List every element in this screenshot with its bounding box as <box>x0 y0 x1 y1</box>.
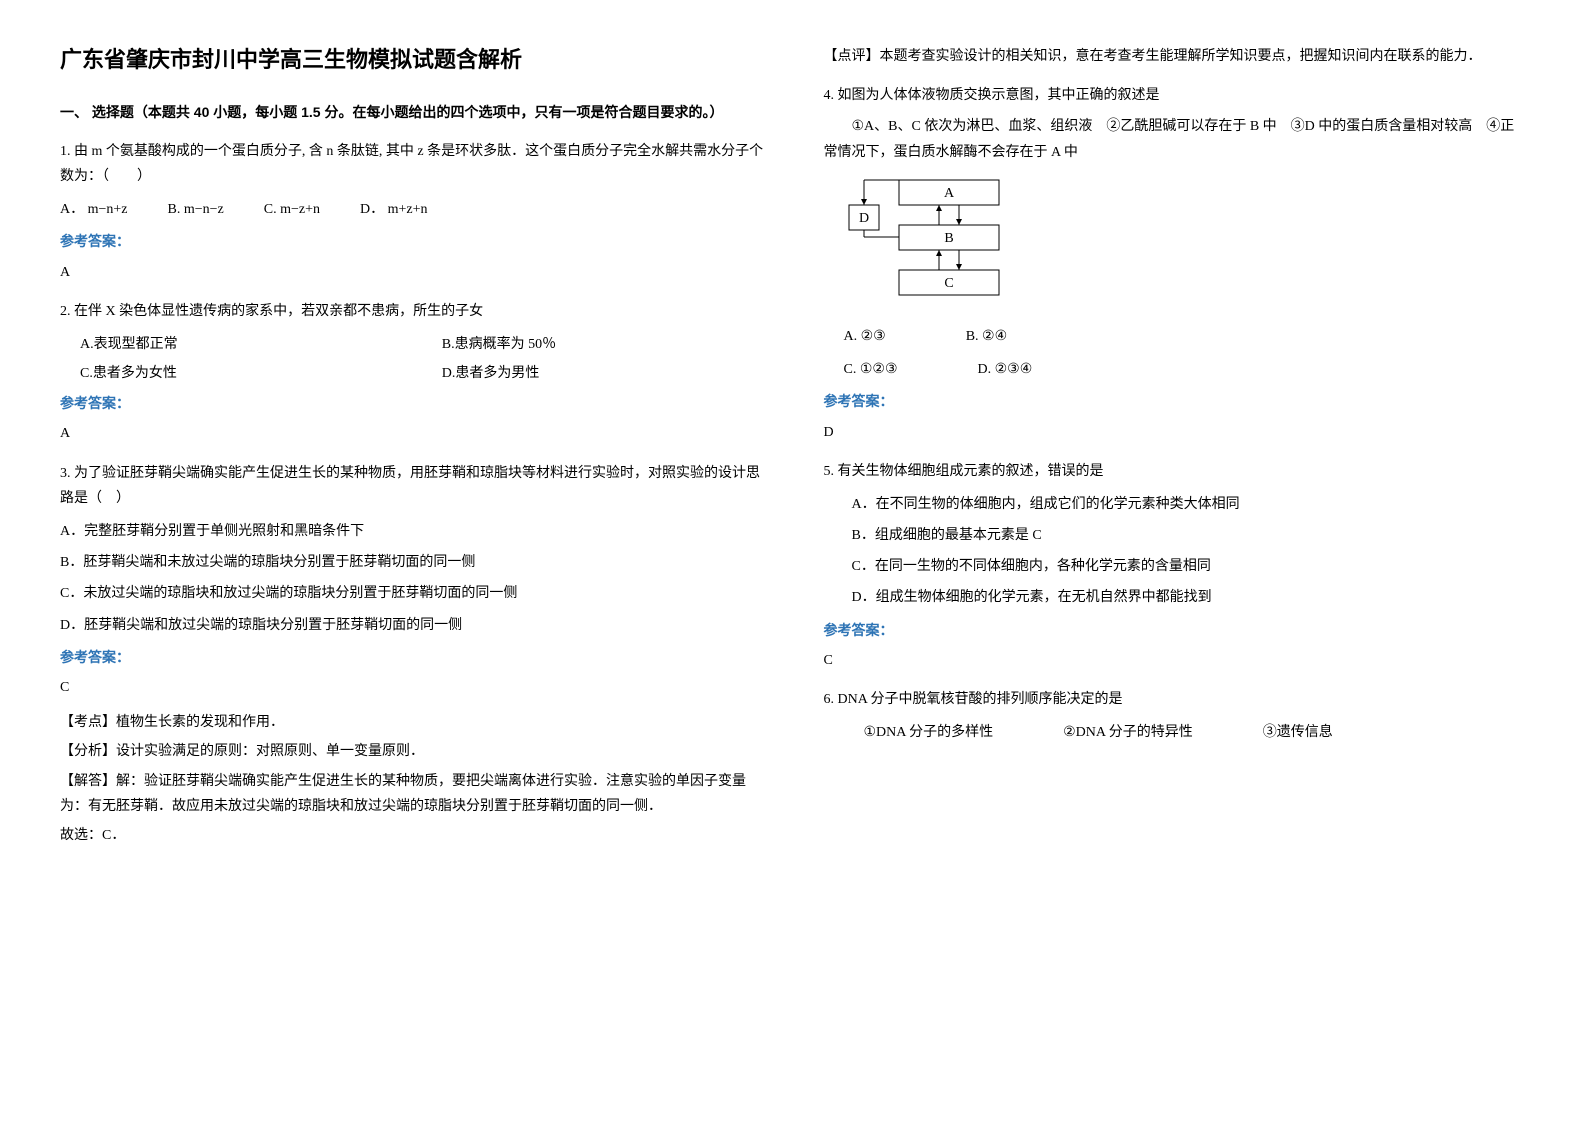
q2-answer-label: 参考答案： <box>60 392 764 417</box>
q5-options: A．在不同生物的体细胞内，组成它们的化学元素种类大体相同 B．组成细胞的最基本元… <box>852 492 1528 611</box>
right-column: 【点评】本题考查实验设计的相关知识，意在考查考生能理解所学知识要点，把握知识间内… <box>824 40 1528 862</box>
q3-answer: C <box>60 675 764 700</box>
diagram-label-c: C <box>944 276 953 291</box>
q4-diagram: A B C D <box>844 175 1528 314</box>
question-1: 1. 由 m 个氨基酸构成的一个蛋白质分子, 含 n 条肽链, 其中 z 条是环… <box>60 139 764 285</box>
q3-text: 3. 为了验证胚芽鞘尖端确实能产生促进生长的某种物质，用胚芽鞘和琼脂块等材料进行… <box>60 461 764 511</box>
q4-text: 4. 如图为人体体液物质交换示意图，其中正确的叙述是 <box>824 83 1528 108</box>
left-column: 广东省肇庆市封川中学高三生物模拟试题含解析 一、 选择题（本题共 40 小题，每… <box>60 40 764 862</box>
q5-text: 5. 有关生物体细胞组成元素的叙述，错误的是 <box>824 459 1528 484</box>
q2-answer: A <box>60 421 764 446</box>
doc-title: 广东省肇庆市封川中学高三生物模拟试题含解析 <box>60 40 764 80</box>
q2-opt-a: A.表现型都正常 <box>80 332 402 357</box>
question-5: 5. 有关生物体细胞组成元素的叙述，错误的是 A．在不同生物的体细胞内，组成它们… <box>824 459 1528 673</box>
q3-opt-c: C．未放过尖端的琼脂块和放过尖端的琼脂块分别置于胚芽鞘切面的同一侧 <box>60 581 764 606</box>
diagram-label-b: B <box>944 231 953 246</box>
q2-text: 2. 在伴 X 染色体显性遗传病的家系中，若双亲都不患病，所生的子女 <box>60 299 764 324</box>
q6-options: ①DNA 分子的多样性 ②DNA 分子的特异性 ③遗传信息 <box>864 720 1528 745</box>
question-6: 6. DNA 分子中脱氧核苷酸的排列顺序能决定的是 ①DNA 分子的多样性 ②D… <box>824 687 1528 745</box>
q2-options: A.表现型都正常 B.患病概率为 50％ C.患者多为女性 D.患者多为男性 <box>80 332 764 386</box>
q4-opt-b: B. ②④ <box>966 324 1007 349</box>
question-3: 3. 为了验证胚芽鞘尖端确实能产生促进生长的某种物质，用胚芽鞘和琼脂块等材料进行… <box>60 461 764 848</box>
fluid-exchange-diagram: A B C D <box>844 175 1014 305</box>
question-2: 2. 在伴 X 染色体显性遗传病的家系中，若双亲都不患病，所生的子女 A.表现型… <box>60 299 764 447</box>
q1-opt-c: C. m−z+n <box>264 197 320 222</box>
diagram-label-d: D <box>858 211 868 226</box>
q3-exp-4: 故选：C． <box>60 823 764 848</box>
q6-opt-3: ③遗传信息 <box>1263 720 1333 745</box>
diagram-label-a: A <box>943 186 954 201</box>
q2-opt-d: D.患者多为男性 <box>442 361 764 386</box>
q4-opt-c: C. ①②③ <box>844 357 898 382</box>
q2-opt-b: B.患病概率为 50％ <box>442 332 764 357</box>
q6-opt-1: ①DNA 分子的多样性 <box>864 720 994 745</box>
q3-exp-1: 【考点】植物生长素的发现和作用． <box>60 710 764 735</box>
q4-opt-d: D. ②③④ <box>978 357 1033 382</box>
q4-options-row1: A. ②③ B. ②④ <box>844 324 1528 349</box>
q1-text: 1. 由 m 个氨基酸构成的一个蛋白质分子, 含 n 条肽链, 其中 z 条是环… <box>60 139 764 189</box>
q4-opt-a: A. ②③ <box>844 324 886 349</box>
q3-opt-d: D．胚芽鞘尖端和放过尖端的琼脂块分别置于胚芽鞘切面的同一侧 <box>60 613 764 638</box>
q5-opt-a: A．在不同生物的体细胞内，组成它们的化学元素种类大体相同 <box>852 492 1528 517</box>
q3-exp-5: 【点评】本题考查实验设计的相关知识，意在考查考生能理解所学知识要点，把握知识间内… <box>824 44 1528 69</box>
q3-exp-2: 【分析】设计实验满足的原则：对照原则、单一变量原则． <box>60 739 764 764</box>
q2-opt-c: C.患者多为女性 <box>80 361 402 386</box>
q3-opt-b: B．胚芽鞘尖端和未放过尖端的琼脂块分别置于胚芽鞘切面的同一侧 <box>60 550 764 575</box>
q1-answer-label: 参考答案： <box>60 230 764 255</box>
q4-answer: D <box>824 420 1528 445</box>
q4-answer-label: 参考答案： <box>824 390 1528 415</box>
q4-statements: ①A、B、C 依次为淋巴、血浆、组织液 ②乙酰胆碱可以存在于 B 中 ③D 中的… <box>824 114 1528 164</box>
q3-answer-label: 参考答案： <box>60 646 764 671</box>
page: 广东省肇庆市封川中学高三生物模拟试题含解析 一、 选择题（本题共 40 小题，每… <box>60 40 1527 862</box>
question-4: 4. 如图为人体体液物质交换示意图，其中正确的叙述是 ①A、B、C 依次为淋巴、… <box>824 83 1528 445</box>
q1-opt-b: B. m−n−z <box>168 197 224 222</box>
q3-exp-3: 【解答】解：验证胚芽鞘尖端确实能产生促进生长的某种物质，要把尖端离体进行实验．注… <box>60 769 764 819</box>
q5-opt-c: C．在同一生物的不同体细胞内，各种化学元素的含量相同 <box>852 554 1528 579</box>
q3-options: A．完整胚芽鞘分别置于单侧光照射和黑暗条件下 B．胚芽鞘尖端和未放过尖端的琼脂块… <box>60 519 764 638</box>
q4-options-row2: C. ①②③ D. ②③④ <box>844 357 1528 382</box>
q5-answer-label: 参考答案： <box>824 619 1528 644</box>
section-1-header: 一、 选择题（本题共 40 小题，每小题 1.5 分。在每小题给出的四个选项中，… <box>60 100 764 125</box>
q1-opt-d: D． m+z+n <box>360 197 428 222</box>
q1-opt-a: A． m−n+z <box>60 197 128 222</box>
q1-options: A． m−n+z B. m−n−z C. m−z+n D． m+z+n <box>60 197 764 222</box>
q5-answer: C <box>824 648 1528 673</box>
q6-opt-2: ②DNA 分子的特异性 <box>1063 720 1193 745</box>
q3-opt-a: A．完整胚芽鞘分别置于单侧光照射和黑暗条件下 <box>60 519 764 544</box>
q6-text: 6. DNA 分子中脱氧核苷酸的排列顺序能决定的是 <box>824 687 1528 712</box>
q5-opt-b: B．组成细胞的最基本元素是 C <box>852 523 1528 548</box>
q5-opt-d: D．组成生物体细胞的化学元素，在无机自然界中都能找到 <box>852 585 1528 610</box>
q1-answer: A <box>60 260 764 285</box>
